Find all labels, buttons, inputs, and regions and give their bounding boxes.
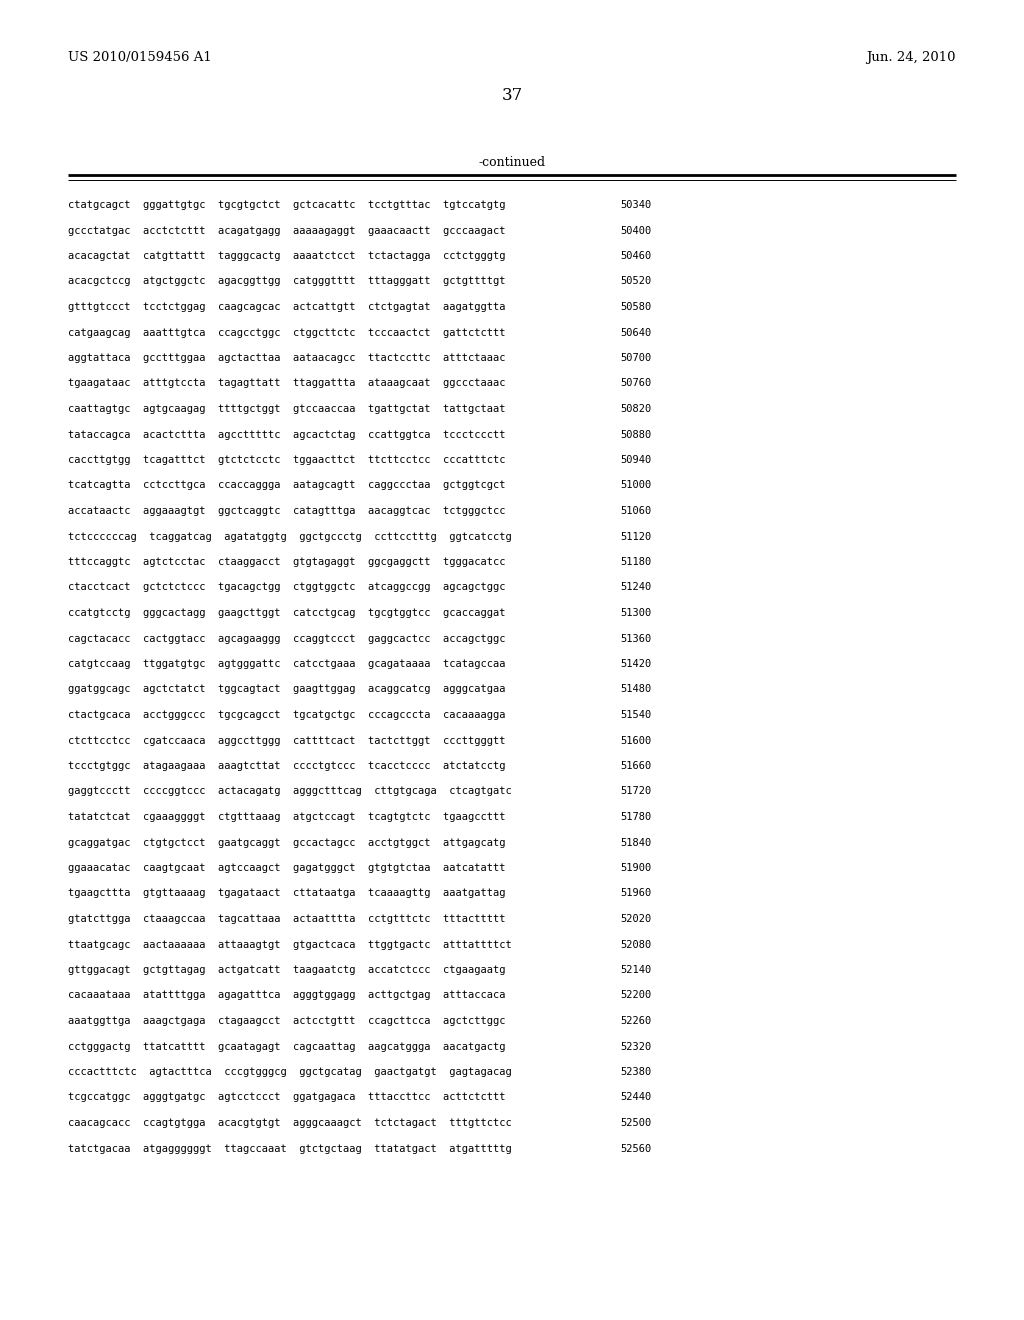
Text: caccttgtgg  tcagatttct  gtctctcctc  tggaacttct  ttcttcctcc  cccatttctc: caccttgtgg tcagatttct gtctctcctc tggaact… (68, 455, 506, 465)
Text: ctactgcaca  acctgggccc  tgcgcagcct  tgcatgctgc  cccagcccta  cacaaaagga: ctactgcaca acctgggccc tgcgcagcct tgcatgc… (68, 710, 506, 719)
Text: 50580: 50580 (620, 302, 651, 312)
Text: 52200: 52200 (620, 990, 651, 1001)
Text: tatctgacaa  atgaggggggt  ttagccaaat  gtctgctaag  ttatatgact  atgatttttg: tatctgacaa atgaggggggt ttagccaaat gtctgc… (68, 1143, 512, 1154)
Text: 51780: 51780 (620, 812, 651, 822)
Text: acacagctat  catgttattt  tagggcactg  aaaatctcct  tctactagga  cctctgggtg: acacagctat catgttattt tagggcactg aaaatct… (68, 251, 506, 261)
Text: acacgctccg  atgctggctc  agacggttgg  catgggtttt  tttagggatt  gctgttttgt: acacgctccg atgctggctc agacggttgg catgggt… (68, 276, 506, 286)
Text: 50340: 50340 (620, 201, 651, 210)
Text: 51180: 51180 (620, 557, 651, 568)
Text: -continued: -continued (478, 157, 546, 169)
Text: ttaatgcagc  aactaaaaaa  attaaagtgt  gtgactcaca  ttggtgactc  atttattttct: ttaatgcagc aactaaaaaa attaaagtgt gtgactc… (68, 940, 512, 949)
Text: 50820: 50820 (620, 404, 651, 414)
Text: ctacctcact  gctctctccc  tgacagctgg  ctggtggctc  atcaggccgg  agcagctggc: ctacctcact gctctctccc tgacagctgg ctggtgg… (68, 582, 506, 593)
Text: 51420: 51420 (620, 659, 651, 669)
Text: 50760: 50760 (620, 379, 651, 388)
Text: 50880: 50880 (620, 429, 651, 440)
Text: ccatgtcctg  gggcactagg  gaagcttggt  catcctgcag  tgcgtggtcc  gcaccaggat: ccatgtcctg gggcactagg gaagcttggt catcctg… (68, 609, 506, 618)
Text: 51720: 51720 (620, 787, 651, 796)
Text: 37: 37 (502, 87, 522, 103)
Text: cacaaataaa  atattttgga  agagatttca  agggtggagg  acttgctgag  atttaccaca: cacaaataaa atattttgga agagatttca agggtgg… (68, 990, 506, 1001)
Text: US 2010/0159456 A1: US 2010/0159456 A1 (68, 51, 212, 65)
Text: catgtccaag  ttggatgtgc  agtgggattc  catcctgaaa  gcagataaaa  tcatagccaa: catgtccaag ttggatgtgc agtgggattc catcctg… (68, 659, 506, 669)
Text: 51300: 51300 (620, 609, 651, 618)
Text: 50700: 50700 (620, 352, 651, 363)
Text: aaatggttga  aaagctgaga  ctagaagcct  actcctgttt  ccagcttcca  agctcttggc: aaatggttga aaagctgaga ctagaagcct actcctg… (68, 1016, 506, 1026)
Text: 52380: 52380 (620, 1067, 651, 1077)
Text: 51900: 51900 (620, 863, 651, 873)
Text: 51480: 51480 (620, 685, 651, 694)
Text: tccctgtggc  atagaagaaa  aaagtcttat  cccctgtccc  tcacctcccc  atctatcctg: tccctgtggc atagaagaaa aaagtcttat cccctgt… (68, 762, 506, 771)
Text: 52260: 52260 (620, 1016, 651, 1026)
Text: gaggtccctt  ccccggtccc  actacagatg  agggctttcag  cttgtgcaga  ctcagtgatc: gaggtccctt ccccggtccc actacagatg agggctt… (68, 787, 512, 796)
Text: tatatctcat  cgaaaggggt  ctgtttaaag  atgctccagt  tcagtgtctc  tgaagccttt: tatatctcat cgaaaggggt ctgtttaaag atgctcc… (68, 812, 506, 822)
Text: 52080: 52080 (620, 940, 651, 949)
Text: 51660: 51660 (620, 762, 651, 771)
Text: 51600: 51600 (620, 735, 651, 746)
Text: tgaagataac  atttgtccta  tagagttatt  ttaggattta  ataaagcaat  ggccctaaac: tgaagataac atttgtccta tagagttatt ttaggat… (68, 379, 506, 388)
Text: ctatgcagct  gggattgtgc  tgcgtgctct  gctcacattc  tcctgtttac  tgtccatgtg: ctatgcagct gggattgtgc tgcgtgctct gctcaca… (68, 201, 506, 210)
Text: tttccaggtc  agtctcctac  ctaaggacct  gtgtagaggt  ggcgaggctt  tgggacatcc: tttccaggtc agtctcctac ctaaggacct gtgtaga… (68, 557, 506, 568)
Text: catgaagcag  aaatttgtca  ccagcctggc  ctggcttctc  tcccaactct  gattctcttt: catgaagcag aaatttgtca ccagcctggc ctggctt… (68, 327, 506, 338)
Text: 51120: 51120 (620, 532, 651, 541)
Text: gccctatgac  acctctcttt  acagatgagg  aaaaagaggt  gaaacaactt  gcccaagact: gccctatgac acctctcttt acagatgagg aaaaaga… (68, 226, 506, 235)
Text: 52020: 52020 (620, 913, 651, 924)
Text: aggtattaca  gcctttggaa  agctacttaa  aataacagcc  ttactccttc  atttctaaac: aggtattaca gcctttggaa agctacttaa aataaca… (68, 352, 506, 363)
Text: 52320: 52320 (620, 1041, 651, 1052)
Text: 51360: 51360 (620, 634, 651, 644)
Text: 51540: 51540 (620, 710, 651, 719)
Text: 51060: 51060 (620, 506, 651, 516)
Text: 50940: 50940 (620, 455, 651, 465)
Text: 51240: 51240 (620, 582, 651, 593)
Text: tcatcagtta  cctccttgca  ccaccaggga  aatagcagtt  caggccctaa  gctggtcgct: tcatcagtta cctccttgca ccaccaggga aatagca… (68, 480, 506, 491)
Text: 50400: 50400 (620, 226, 651, 235)
Text: tctccccccag  tcaggatcag  agatatggtg  ggctgccctg  ccttcctttg  ggtcatcctg: tctccccccag tcaggatcag agatatggtg ggctgc… (68, 532, 512, 541)
Text: 51840: 51840 (620, 837, 651, 847)
Text: gtatcttgga  ctaaagccaa  tagcattaaa  actaatttta  cctgtttctc  tttacttttt: gtatcttgga ctaaagccaa tagcattaaa actaatt… (68, 913, 506, 924)
Text: 51000: 51000 (620, 480, 651, 491)
Text: gcaggatgac  ctgtgctcct  gaatgcaggt  gccactagcc  acctgtggct  attgagcatg: gcaggatgac ctgtgctcct gaatgcaggt gccacta… (68, 837, 506, 847)
Text: 52140: 52140 (620, 965, 651, 975)
Text: tgaagcttta  gtgttaaaag  tgagataact  cttataatga  tcaaaagttg  aaatgattag: tgaagcttta gtgttaaaag tgagataact cttataa… (68, 888, 506, 899)
Text: gttggacagt  gctgttagag  actgatcatt  taagaatctg  accatctccc  ctgaagaatg: gttggacagt gctgttagag actgatcatt taagaat… (68, 965, 506, 975)
Text: cctgggactg  ttatcatttt  gcaatagagt  cagcaattag  aagcatggga  aacatgactg: cctgggactg ttatcatttt gcaatagagt cagcaat… (68, 1041, 506, 1052)
Text: cagctacacc  cactggtacc  agcagaaggg  ccaggtccct  gaggcactcc  accagctggc: cagctacacc cactggtacc agcagaaggg ccaggtc… (68, 634, 506, 644)
Text: caacagcacc  ccagtgtgga  acacgtgtgt  agggcaaagct  tctctagact  tttgttctcc: caacagcacc ccagtgtgga acacgtgtgt agggcaa… (68, 1118, 512, 1129)
Text: 50520: 50520 (620, 276, 651, 286)
Text: gtttgtccct  tcctctggag  caagcagcac  actcattgtt  ctctgagtat  aagatggtta: gtttgtccct tcctctggag caagcagcac actcatt… (68, 302, 506, 312)
Text: tataccagca  acactcttta  agcctttttc  agcactctag  ccattggtca  tccctccctt: tataccagca acactcttta agcctttttc agcactc… (68, 429, 506, 440)
Text: 52440: 52440 (620, 1093, 651, 1102)
Text: tcgccatggc  agggtgatgc  agtcctccct  ggatgagaca  tttaccttcc  acttctcttt: tcgccatggc agggtgatgc agtcctccct ggatgag… (68, 1093, 506, 1102)
Text: ggatggcagc  agctctatct  tggcagtact  gaagttggag  acaggcatcg  agggcatgaa: ggatggcagc agctctatct tggcagtact gaagttg… (68, 685, 506, 694)
Text: ctcttcctcc  cgatccaaca  aggccttggg  cattttcact  tactcttggt  cccttgggtt: ctcttcctcc cgatccaaca aggccttggg cattttc… (68, 735, 506, 746)
Text: 52500: 52500 (620, 1118, 651, 1129)
Text: 50640: 50640 (620, 327, 651, 338)
Text: 52560: 52560 (620, 1143, 651, 1154)
Text: 51960: 51960 (620, 888, 651, 899)
Text: accataactc  aggaaagtgt  ggctcaggtc  catagtttga  aacaggtcac  tctgggctcc: accataactc aggaaagtgt ggctcaggtc catagtt… (68, 506, 506, 516)
Text: caattagtgc  agtgcaagag  ttttgctggt  gtccaaccaa  tgattgctat  tattgctaat: caattagtgc agtgcaagag ttttgctggt gtccaac… (68, 404, 506, 414)
Text: 50460: 50460 (620, 251, 651, 261)
Text: ggaaacatac  caagtgcaat  agtccaagct  gagatgggct  gtgtgtctaa  aatcatattt: ggaaacatac caagtgcaat agtccaagct gagatgg… (68, 863, 506, 873)
Text: cccactttctc  agtactttca  cccgtgggcg  ggctgcatag  gaactgatgt  gagtagacag: cccactttctc agtactttca cccgtgggcg ggctgc… (68, 1067, 512, 1077)
Text: Jun. 24, 2010: Jun. 24, 2010 (866, 51, 956, 65)
